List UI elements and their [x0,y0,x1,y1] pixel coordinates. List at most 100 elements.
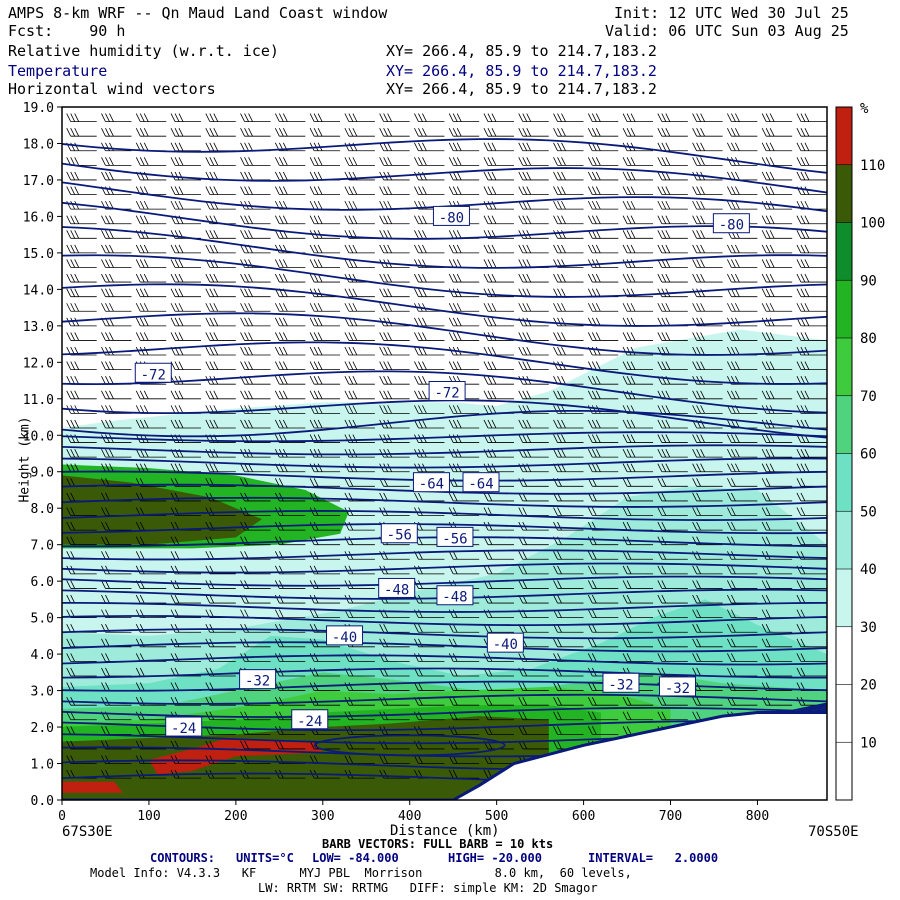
wind-barb-flag [661,478,667,487]
wind-barb-flag [205,740,211,750]
wind-barb-flag [630,434,636,443]
wind-barb-flag [240,244,245,254]
wind-barb-flag [665,405,671,414]
wind-barb-flag [422,171,427,181]
wind-barb-flag [553,142,558,151]
wind-barb-flag [209,346,215,356]
wind-barb-flag [595,128,601,137]
wind-barb-flag [587,536,593,545]
wind-barb-flag [557,696,562,706]
wind-barb-flag [692,186,697,195]
temperature-contour-line [62,680,827,692]
wind-barb-flag [761,624,767,633]
wind-barb-flag [557,507,562,516]
wind-barb-flag [135,259,141,268]
wind-barb-flag [352,244,358,254]
wind-barb-flag [595,332,601,341]
wind-barb-flag [414,565,419,575]
wind-barb-flag [317,215,323,224]
wind-barb-flag [170,259,176,268]
wind-barb-flag [248,317,253,327]
wind-barb-flag [692,361,697,370]
x-tick-label: 700 [659,809,682,824]
wind-barb-flag [348,244,354,254]
wind-barb-flag [313,303,319,312]
wind-barb-flag [483,682,489,691]
wind-barb-flag [553,361,558,370]
wind-barb-flag [448,288,454,297]
wind-barb-flag [622,230,628,239]
wind-barb-flag [692,200,697,210]
wind-barb-flag [626,346,632,356]
wind-barb-flag [139,594,145,604]
wind-barb-flag [491,200,497,210]
wind-barb-flag [143,259,149,268]
wind-barb-flag [170,536,176,545]
wind-barb-flag [700,142,705,151]
wind-barb-flag [595,157,601,166]
wind-barb-flag [101,376,106,385]
wind-barb-flag [456,317,462,327]
wind-barb-flag [657,565,663,575]
wind-barb-flag [66,667,72,677]
wind-barb-flag [66,419,72,429]
wind-barb-flag [414,740,419,750]
wind-barb-flag [661,303,667,312]
wind-barb-flag [74,215,80,224]
wind-barb-flag [313,186,319,195]
wind-barb-flag [595,288,601,297]
wind-barb-flag [696,405,701,414]
wind-barb-flag [626,624,632,633]
wind-barb-flag [483,492,489,502]
wind-barb-flag [422,390,427,399]
wind-barb-flag [761,390,767,399]
y-tick-label: 1.0 [31,758,54,773]
wind-barb-flag [313,492,319,502]
wind-barb-flag [553,726,558,735]
wind-barb-flag [213,317,219,327]
wind-barb-flag [557,288,562,297]
axes: 0.01.02.03.04.05.06.07.08.09.010.011.012… [23,101,828,824]
wind-barb-flag [205,551,211,560]
wind-barb-flag [109,171,114,181]
wind-barb-flag [769,215,775,224]
wind-barb-flag [414,711,419,720]
wind-barb-flag [414,390,419,399]
wind-barb-flag [66,259,72,268]
wind-barb-flag [557,317,562,327]
wind-barb-flag [557,142,562,151]
wind-barb-flag [344,317,350,327]
wind-barb-flag [178,171,184,181]
wind-barb-flag [626,273,632,283]
wind-barb-flag [379,230,385,239]
wind-barb-flag [248,463,253,472]
wind-barb-flag [522,419,528,429]
wind-barb-flag [352,434,358,443]
wind-barb-flag [105,463,110,472]
wind-barb-flag [448,551,454,560]
wind-barb-flag [344,215,350,224]
wind-barb-flag [205,492,211,502]
wind-barb-flag [765,215,771,224]
wind-barb-flag [483,186,489,195]
wind-barb-flag [101,171,106,181]
wind-barb-flag [70,594,76,604]
wind-barb-flag [105,273,110,283]
wind-barb-flag [448,332,454,341]
wind-barb-flag [240,755,245,764]
wind-barb-flag [105,244,110,254]
wind-barb-flag [278,303,284,312]
wind-barb-flag [105,492,110,502]
wind-barb-flag [796,492,802,502]
wind-barb-flag [452,113,458,122]
wind-barb-flag [665,244,671,254]
wind-barb-flag [309,448,315,458]
wind-barb-flag [135,711,141,720]
wind-barb-flag [240,463,245,472]
wind-barb-flag [665,200,671,210]
wind-barb-flag [66,244,72,254]
contours-low: LOW= -84.000 [312,851,399,865]
wind-barb-flag [591,405,597,414]
wind-barb-flag [487,682,493,691]
wind-barb-flag [800,361,806,370]
